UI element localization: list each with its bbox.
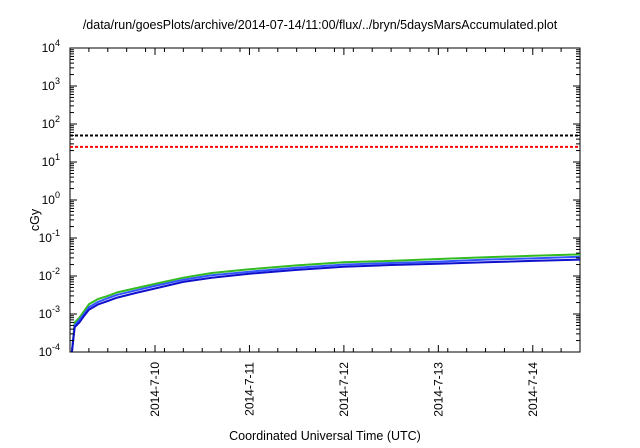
chart-title: /data/run/goesPlots/archive/2014-07-14/1… <box>82 18 558 32</box>
y-tick-label: 100 <box>42 190 60 207</box>
y-tick-base: 10 <box>42 79 56 93</box>
y-tick-exponent: -3 <box>52 304 60 314</box>
y-tick-base: 10 <box>39 345 53 359</box>
y-tick-base: 10 <box>39 269 53 283</box>
y-axis-label: cGy <box>28 208 42 232</box>
y-tick-exponent: 1 <box>55 152 60 162</box>
series-lines <box>70 253 581 353</box>
y-tick-base: 10 <box>42 155 56 169</box>
y-tick-base: 10 <box>42 117 56 131</box>
y-tick-label: 10-4 <box>39 342 60 359</box>
reference-lines <box>70 134 580 148</box>
plot-frame <box>69 47 581 353</box>
y-tick-label: 10-2 <box>39 266 60 283</box>
x-axis-ticks: 2014-7-10 2014-7-11 2014-7-12 2014-7-13 2014… <box>88 48 562 417</box>
x-tick-label: 2014-7-14 <box>526 362 540 417</box>
x-tick-label: 2014-7-10 <box>148 362 162 417</box>
y-tick-exponent: -4 <box>52 342 60 352</box>
y-tick-exponent: -1 <box>52 228 60 238</box>
series-line <box>70 253 581 353</box>
y-tick-label: 10-1 <box>39 228 60 245</box>
y-tick-label: 104 <box>42 38 60 55</box>
y-tick-label: 102 <box>42 114 60 131</box>
y-tick-base: 10 <box>39 231 53 245</box>
y-tick-label: 10-3 <box>39 304 60 321</box>
x-tick-label: 2014-7-12 <box>337 362 351 417</box>
y-tick-exponent: 2 <box>55 114 60 124</box>
y-tick-exponent: 0 <box>55 190 60 200</box>
y-tick-exponent: -2 <box>52 266 60 276</box>
y-tick-exponent: 3 <box>55 76 60 86</box>
series-line <box>70 258 581 353</box>
y-tick-base: 10 <box>42 193 56 207</box>
y-tick-base: 10 <box>39 307 53 321</box>
y-tick-label: 103 <box>42 76 60 93</box>
series-line <box>70 255 581 353</box>
x-tick-label: 2014-7-13 <box>431 362 445 417</box>
x-axis-label: Coordinated Universal Time (UTC) <box>229 429 421 443</box>
y-tick-label: 101 <box>42 152 60 169</box>
y-tick-exponent: 4 <box>55 38 60 48</box>
y-tick-base: 10 <box>42 41 56 55</box>
x-tick-label: 2014-7-11 <box>242 362 256 416</box>
